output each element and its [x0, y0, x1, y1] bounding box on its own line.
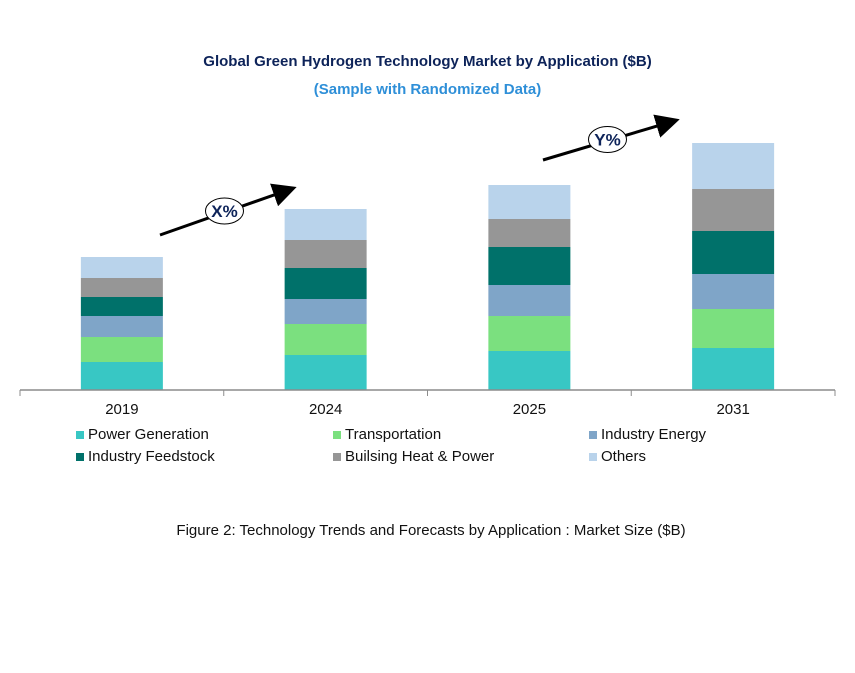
x-tick-label: 2031 [716, 401, 749, 418]
x-tick-label: 2019 [105, 401, 138, 418]
bar-segment-2031-industry-feedstock [692, 231, 775, 274]
legend-label: Power Generation [88, 426, 209, 443]
bar-segment-2019-industry-feedstock [80, 297, 163, 316]
bar-segment-2019-others [80, 257, 163, 278]
bar-segment-2024-industry-feedstock [284, 268, 367, 299]
bar-segment-2025-industry-feedstock [488, 247, 571, 285]
legend-label: Others [601, 448, 647, 465]
x-tick-label: 2025 [513, 401, 546, 418]
bar-segment-2019-industry-energy [80, 316, 163, 337]
bar-segment-2031-transportation [692, 309, 775, 348]
legend-item-industry-energy: Industry Energy [589, 426, 706, 443]
bar-segment-2025-industry-energy [488, 285, 571, 316]
legend-label: Industry Feedstock [88, 448, 215, 465]
bar-segment-2025-transportation [488, 316, 571, 351]
bar-segment-2031-power-generation [692, 348, 775, 390]
bar-segment-2024-power-generation [284, 355, 367, 390]
figure-caption: Figure 2: Technology Trends and Forecast… [176, 522, 686, 539]
bar-segment-2031-builsing-heat-power [692, 189, 775, 231]
bar-segment-2019-transportation [80, 337, 163, 362]
bar-segment-2024-industry-energy [284, 299, 367, 324]
legend-label: Builsing Heat & Power [345, 448, 495, 465]
bar-segment-2024-others [284, 209, 367, 240]
bar-segment-2019-power-generation [80, 362, 163, 390]
bar-segment-2031-industry-energy [692, 274, 775, 309]
legend-swatch [333, 430, 341, 439]
legend-label: Industry Energy [601, 426, 707, 443]
bar-segment-2019-builsing-heat-power [80, 278, 163, 297]
legend-item-power-generation: Power Generation [76, 426, 209, 443]
bar-segment-2025-power-generation [488, 351, 571, 390]
legend-swatch [333, 452, 341, 461]
bar-segment-2025-others [488, 185, 571, 219]
legend-item-industry-feedstock: Industry Feedstock [76, 448, 215, 465]
bar-segment-2024-transportation [284, 324, 367, 355]
growth-label: X% [211, 202, 237, 221]
legend-swatch [76, 430, 84, 439]
legend-item-building-heat-power: Builsing Heat & Power [333, 448, 494, 465]
legend-label: Transportation [345, 426, 442, 443]
growth-label: Y% [594, 131, 620, 150]
bar-segment-2031-others [692, 143, 775, 189]
legend-swatch [589, 430, 597, 439]
x-tick-label: 2024 [309, 401, 342, 418]
chart-title: Global Green Hydrogen Technology Market … [203, 53, 652, 70]
chart-subtitle: (Sample with Randomized Data) [313, 81, 542, 98]
bar-segment-2024-builsing-heat-power [284, 240, 367, 268]
legend-item-transportation: Transportation [333, 426, 441, 443]
legend-swatch [589, 452, 597, 461]
bar-segment-2025-builsing-heat-power [488, 219, 571, 247]
legend-swatch [76, 452, 84, 461]
growth-label-bubble [588, 126, 627, 153]
legend-item-others: Others [589, 448, 646, 465]
growth-label-bubble [205, 197, 244, 225]
